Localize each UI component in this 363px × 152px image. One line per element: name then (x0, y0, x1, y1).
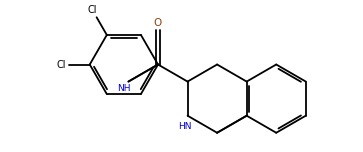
Text: O: O (154, 18, 162, 28)
Text: NH: NH (117, 84, 131, 93)
Text: Cl: Cl (88, 5, 97, 15)
Text: Cl: Cl (56, 59, 66, 69)
Text: HN: HN (178, 122, 191, 131)
